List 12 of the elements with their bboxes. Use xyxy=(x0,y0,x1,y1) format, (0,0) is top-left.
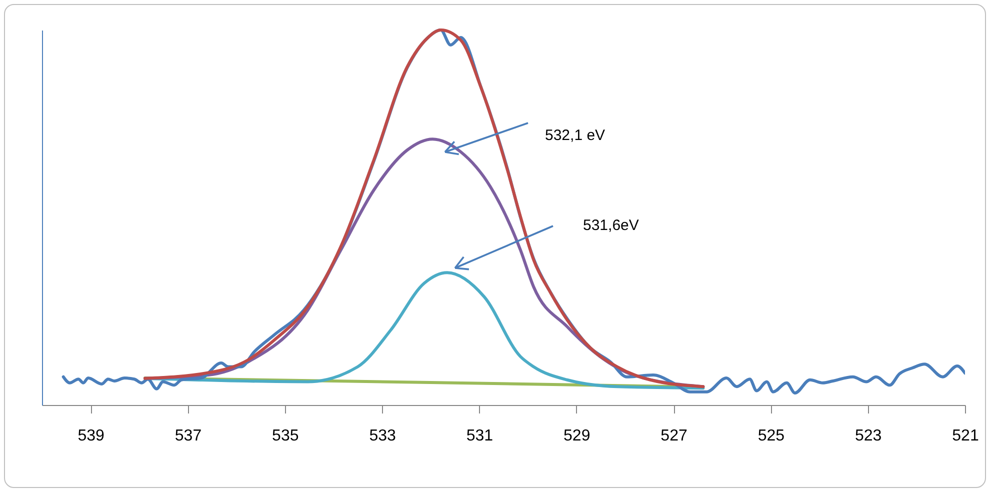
annotation: 531,6eV xyxy=(583,217,639,234)
x-tick-label: 527 xyxy=(660,428,688,444)
x-tick-label: 523 xyxy=(854,428,882,444)
x-tick-label: 529 xyxy=(564,428,590,444)
x-tick-label: 521 xyxy=(952,428,979,444)
x-tick-label: 533 xyxy=(369,428,396,444)
x-tick-label: 531 xyxy=(466,428,494,444)
x-tick-label: 525 xyxy=(758,428,785,444)
x-tick-label: 535 xyxy=(272,428,299,444)
annotation: 532,1 eV xyxy=(545,127,606,144)
x-tick-label: 539 xyxy=(78,428,105,444)
x-tick-label: 537 xyxy=(174,428,202,444)
